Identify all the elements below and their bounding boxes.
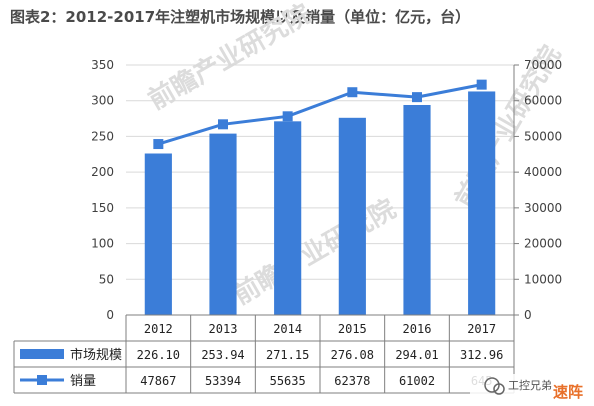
line-point-2014 bbox=[282, 111, 293, 122]
wechat-icon bbox=[484, 377, 500, 393]
bar-2017 bbox=[468, 91, 496, 315]
bar-2016 bbox=[403, 104, 431, 315]
data-label: 47867 bbox=[140, 374, 176, 388]
bar-2015 bbox=[338, 117, 366, 315]
bar-2014 bbox=[274, 121, 302, 315]
x-tick-label: 2015 bbox=[338, 322, 367, 336]
y-right-tick-label: 60000 bbox=[524, 94, 562, 108]
legend-swatch-bar bbox=[20, 349, 64, 359]
y-left-tick-label: 250 bbox=[91, 129, 114, 143]
line-point-2013 bbox=[218, 119, 228, 130]
y-right-tick-label: 70000 bbox=[524, 58, 562, 72]
data-label: 55635 bbox=[270, 374, 306, 388]
bar-2013 bbox=[209, 133, 237, 315]
y-left-tick-label: 0 bbox=[106, 308, 114, 322]
source-label: 工控兄弟 bbox=[508, 378, 552, 392]
data-label: 53394 bbox=[205, 374, 241, 388]
y-left-tick-label: 350 bbox=[91, 58, 114, 72]
axes: 0 50 100 150 200 250 300 350 0 10000 20000 30000 400… bbox=[91, 58, 562, 322]
y-left-tick-label: 300 bbox=[91, 94, 114, 108]
line-point-2016 bbox=[412, 92, 422, 103]
x-tick-label: 2013 bbox=[209, 322, 238, 336]
legend-label: 市场规模 bbox=[70, 347, 122, 363]
line-point-2012 bbox=[153, 139, 164, 150]
legend-label: 销量 bbox=[70, 374, 96, 389]
data-label: 62378 bbox=[334, 374, 370, 388]
x-tick-label: 2012 bbox=[144, 322, 173, 336]
footer: 工控兄弟 速阵 bbox=[470, 374, 594, 406]
data-label: 312.96 bbox=[460, 348, 503, 362]
data-label: 276.08 bbox=[331, 348, 374, 362]
data-label: 253.94 bbox=[201, 348, 244, 362]
y-left-tick-label: 200 bbox=[91, 165, 114, 179]
chart-title: 图表2：2012-2017年注塑机市场规模以及销量（单位：亿元，台） bbox=[10, 8, 471, 26]
line-path bbox=[157, 83, 482, 146]
wechat-icon-bubble bbox=[493, 383, 505, 395]
y-right-tick-label: 10000 bbox=[524, 272, 562, 286]
data-label: 226.10 bbox=[137, 348, 180, 362]
y-left-tick-label: 100 bbox=[91, 237, 114, 251]
line-point-2017 bbox=[476, 79, 487, 90]
x-tick-label: 2016 bbox=[403, 322, 432, 336]
y-left-tick-label: 150 bbox=[91, 201, 114, 215]
y-right-tick-label: 50000 bbox=[524, 129, 562, 143]
source-backdrop bbox=[470, 374, 594, 406]
y-left-tick-label: 50 bbox=[99, 272, 114, 286]
line-series bbox=[153, 79, 487, 150]
bar-2012 bbox=[144, 153, 172, 315]
legend-swatch-marker bbox=[37, 375, 47, 385]
bar-series bbox=[144, 91, 496, 315]
x-tick-label: 2014 bbox=[273, 322, 302, 336]
data-label: 294.01 bbox=[395, 348, 438, 362]
svg-text:前瞻产业研究院: 前瞻产业研究院 bbox=[143, 0, 316, 116]
svg-text:前瞻产业研究院: 前瞻产业研究院 bbox=[228, 193, 401, 311]
y-right-tick-label: 20000 bbox=[524, 237, 562, 251]
data-table: 2012 2013 2014 2015 2016 2017 市场规模 226.10 253.94… bbox=[13, 314, 515, 394]
corner-badge: 速阵 bbox=[553, 383, 583, 401]
y-right-tick-label: 30000 bbox=[524, 201, 562, 215]
line-point-2015 bbox=[347, 87, 358, 98]
y-right-tick-label: 0 bbox=[524, 308, 532, 322]
data-label: 61002 bbox=[399, 374, 435, 388]
y-right-tick-label: 40000 bbox=[524, 165, 562, 179]
data-label: 271.15 bbox=[266, 348, 309, 362]
x-tick-label: 2017 bbox=[467, 322, 496, 336]
